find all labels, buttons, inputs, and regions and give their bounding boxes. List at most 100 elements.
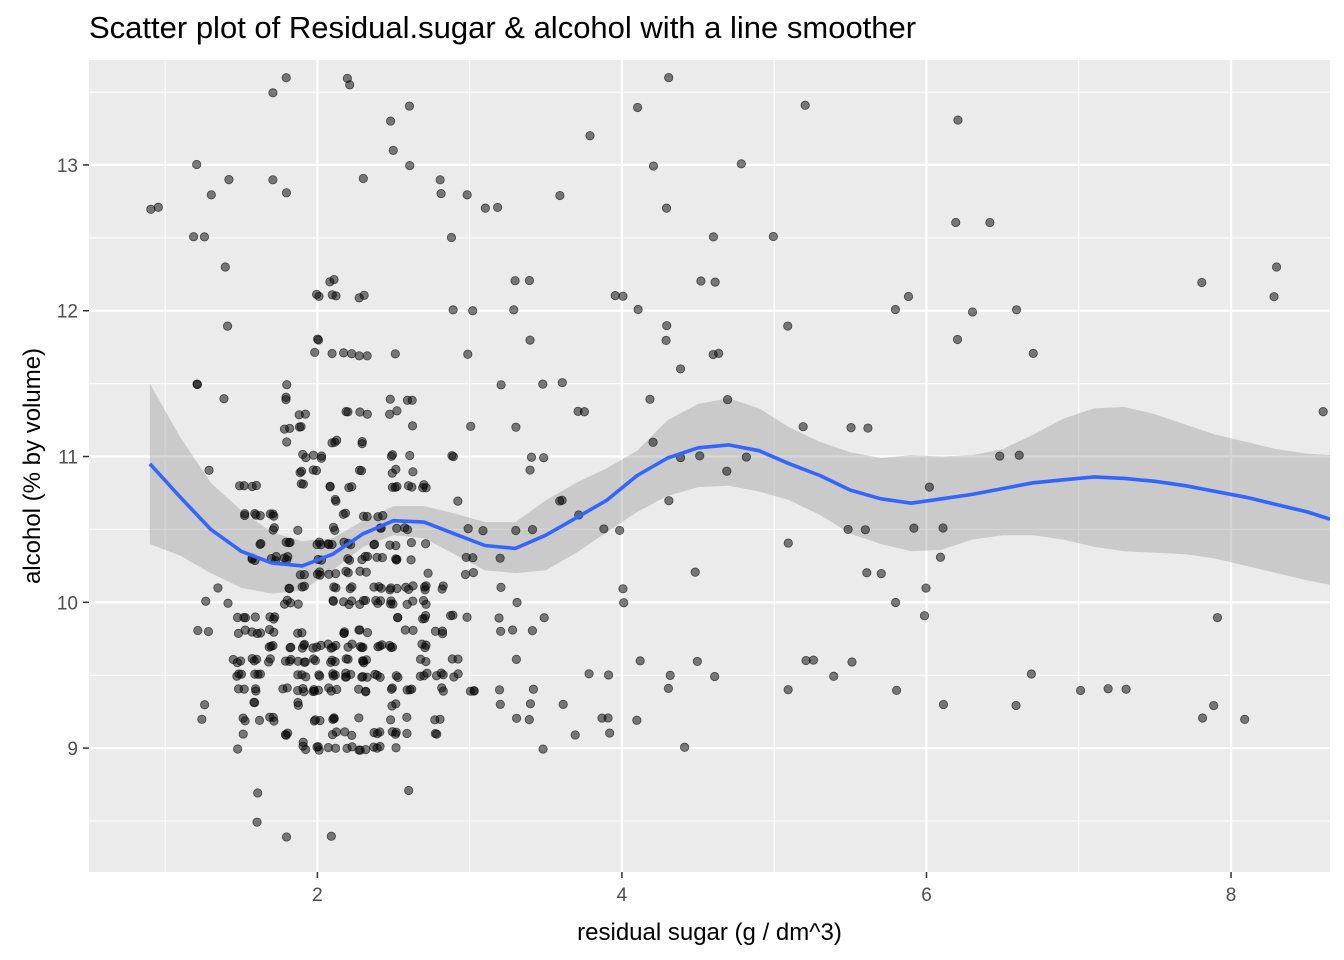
data-point — [265, 654, 275, 664]
data-point — [570, 730, 580, 740]
data-point — [323, 743, 333, 753]
data-point — [344, 555, 355, 565]
data-point — [400, 625, 410, 635]
data-point — [223, 598, 233, 608]
data-point — [919, 611, 930, 621]
data-point — [295, 570, 305, 580]
data-point — [285, 537, 295, 547]
data-point — [298, 741, 308, 751]
data-point — [361, 567, 371, 577]
data-point — [539, 453, 549, 463]
data-point — [345, 80, 355, 90]
data-point — [293, 599, 303, 609]
data-point — [419, 613, 430, 624]
data-point — [579, 407, 590, 417]
y-tick-label: 9 — [67, 739, 78, 760]
data-point — [268, 175, 278, 185]
data-point — [385, 394, 395, 404]
data-point — [387, 450, 398, 460]
data-point — [355, 407, 365, 417]
data-point — [407, 684, 417, 694]
data-point — [331, 640, 341, 651]
data-point — [311, 289, 322, 299]
plot-panel — [89, 60, 1330, 872]
data-point — [603, 670, 614, 680]
data-point — [354, 351, 364, 361]
data-point — [1240, 714, 1250, 724]
data-point — [406, 555, 416, 565]
data-point — [468, 306, 478, 316]
y-tick-label: 13 — [57, 156, 78, 177]
data-point — [233, 744, 243, 754]
data-point — [386, 684, 397, 694]
data-point — [448, 305, 458, 315]
data-point — [312, 569, 323, 579]
data-point — [405, 450, 415, 461]
data-point — [360, 551, 370, 562]
data-point — [402, 712, 412, 722]
data-point — [376, 583, 386, 593]
data-point — [632, 715, 642, 725]
data-point — [385, 540, 395, 550]
data-point — [278, 684, 288, 694]
data-point — [269, 716, 279, 726]
y-tick-label: 12 — [57, 302, 78, 323]
data-point — [618, 584, 628, 594]
data-point — [648, 161, 659, 171]
data-point — [327, 730, 338, 740]
data-point — [255, 628, 266, 638]
data-point — [461, 552, 471, 563]
data-point — [312, 642, 322, 652]
data-point — [466, 421, 476, 431]
data-point — [478, 526, 488, 536]
data-point — [338, 348, 349, 358]
data-point — [385, 715, 396, 725]
x-tick-label: 6 — [921, 885, 932, 906]
data-point — [372, 552, 382, 563]
data-point — [326, 831, 336, 841]
major-gridlines — [89, 60, 1330, 872]
data-point — [232, 671, 242, 681]
data-point — [1014, 450, 1024, 460]
data-point — [347, 730, 357, 740]
data-point — [232, 612, 243, 623]
data-point — [240, 613, 251, 623]
data-point — [325, 481, 335, 491]
data-point — [206, 190, 216, 200]
data-point — [250, 669, 260, 679]
data-point — [354, 625, 364, 635]
data-point — [430, 715, 440, 725]
points-layer — [146, 73, 1328, 842]
data-point — [1212, 613, 1223, 623]
data-point — [390, 349, 400, 359]
data-point — [648, 437, 658, 447]
data-point — [146, 204, 156, 214]
data-point — [268, 88, 278, 98]
x-axis-title: residual sugar (g / dm^3) — [577, 919, 842, 946]
data-point — [618, 291, 628, 301]
data-point — [203, 626, 214, 637]
smoother-line — [148, 443, 1330, 568]
data-point — [495, 699, 505, 709]
data-point — [250, 612, 260, 622]
data-point — [298, 683, 308, 694]
data-point — [496, 380, 506, 390]
data-point — [308, 465, 318, 475]
data-point — [935, 552, 946, 562]
data-point — [265, 509, 275, 519]
data-point — [328, 596, 339, 606]
data-point — [314, 670, 324, 680]
data-point — [664, 73, 674, 83]
data-point — [285, 423, 295, 433]
data-point — [692, 656, 702, 667]
data-point — [297, 643, 307, 653]
data-point — [633, 304, 643, 315]
data-point — [714, 348, 724, 358]
data-point — [662, 321, 672, 331]
data-point — [359, 658, 369, 668]
data-point — [341, 566, 351, 576]
data-point — [494, 685, 505, 695]
data-point — [710, 277, 720, 287]
data-point — [527, 625, 537, 636]
data-point — [255, 539, 265, 549]
